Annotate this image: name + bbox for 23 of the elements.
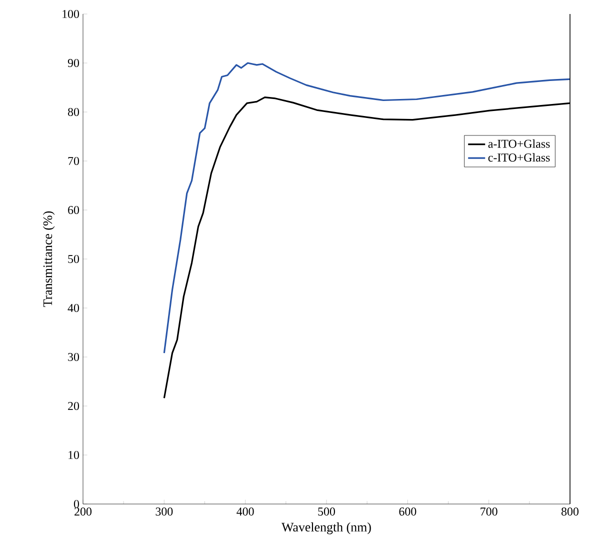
legend-label: c-ITO+Glass <box>488 153 550 162</box>
line-series <box>163 62 570 354</box>
x-tick-label: 800 <box>561 508 579 516</box>
x-tick-label: 300 <box>156 508 173 516</box>
x-tick-label: 600 <box>399 508 416 516</box>
x-tick-label: 700 <box>480 508 498 516</box>
y-tick-label: 80 <box>68 108 80 116</box>
y-tick-label: 40 <box>68 304 80 312</box>
y-axis-title: Transmittance (%) <box>42 211 55 307</box>
y-tick-label: 0 <box>74 500 80 508</box>
legend-label: a-ITO+Glass <box>488 139 550 148</box>
y-tick-label: 100 <box>62 10 80 18</box>
x-axis-title: Wavelength (nm) <box>282 522 371 534</box>
y-tick-label: 50 <box>68 254 80 264</box>
y-tick-label: 60 <box>68 206 80 214</box>
y-tick-label: 20 <box>68 402 80 410</box>
y-tick-label: 70 <box>68 156 80 166</box>
y-tick-label: 30 <box>68 352 80 362</box>
x-tick-label: 200 <box>74 508 92 516</box>
x-tick-label: 400 <box>236 508 254 516</box>
y-tick-label: 10 <box>68 450 80 460</box>
x-tick-label: 500 <box>318 508 336 516</box>
y-tick-label: 90 <box>68 58 80 68</box>
